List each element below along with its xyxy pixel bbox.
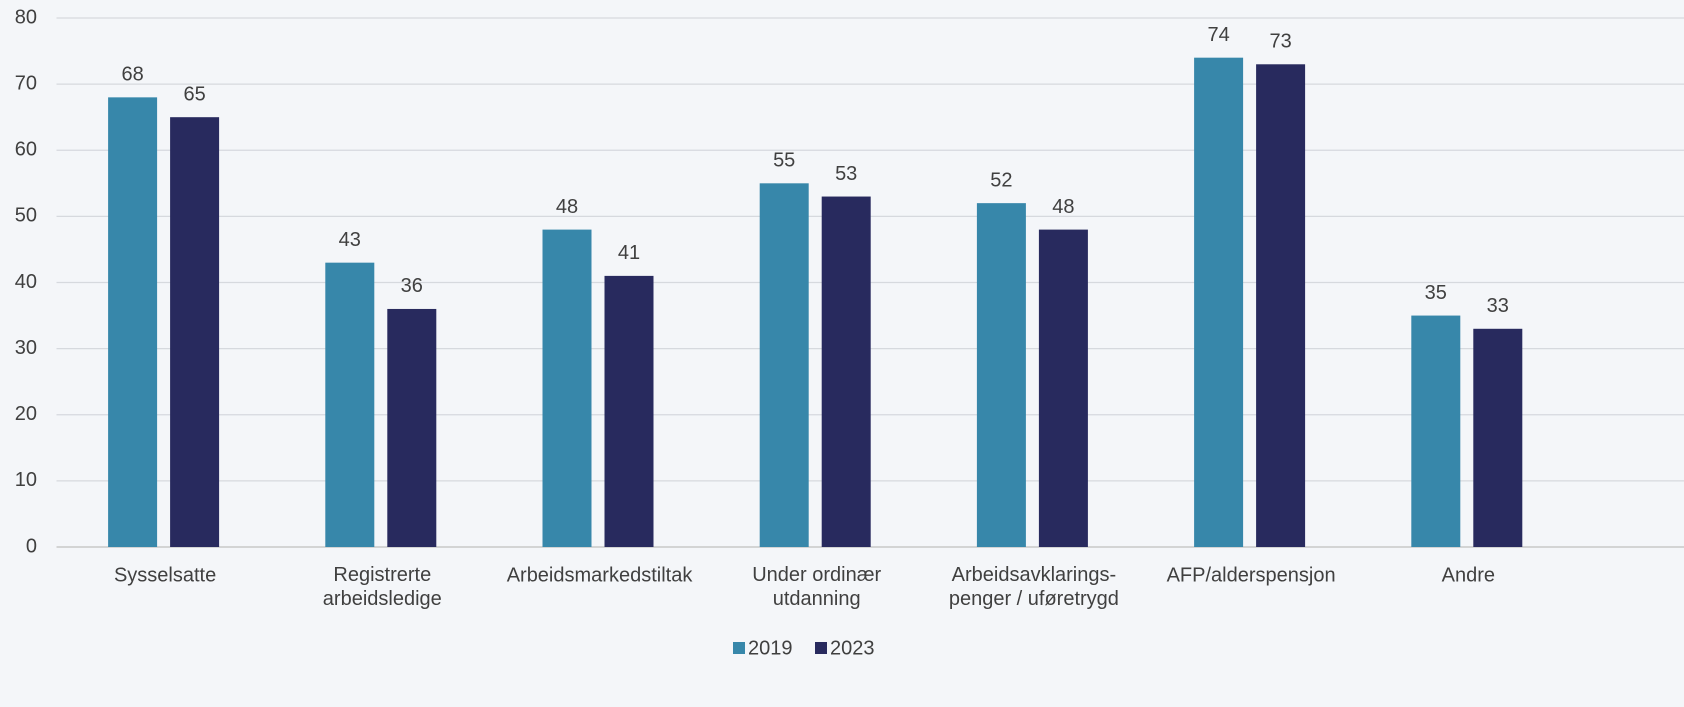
bar (1038, 229, 1088, 547)
y-tick-label: 0 (26, 535, 37, 557)
bar (604, 275, 654, 547)
legend-label: 2023 (830, 637, 875, 659)
value-label: 74 (1207, 24, 1229, 46)
x-tick-label: Andre (1442, 564, 1495, 586)
x-tick-label: Sysselsatte (114, 564, 216, 586)
bar (1473, 328, 1523, 547)
value-label: 48 (1052, 196, 1074, 218)
x-tick-label: Arbeidsavklarings-penger / uføretrygd (949, 564, 1119, 610)
value-label: 41 (618, 242, 640, 264)
value-label: 52 (990, 169, 1012, 191)
bar (1256, 64, 1306, 547)
value-label: 36 (401, 275, 423, 297)
bar (1411, 315, 1461, 547)
x-tick-label: Under ordinær utdanning (752, 564, 881, 610)
bar (170, 117, 220, 547)
value-label: 68 (121, 64, 143, 86)
value-label: 43 (339, 229, 361, 251)
bar (387, 308, 437, 547)
value-label: 55 (773, 150, 795, 172)
legend-swatch (815, 642, 827, 654)
y-tick-label: 10 (15, 469, 37, 491)
x-tick-label: Registrerte arbeidsledige (323, 564, 442, 610)
value-label: 53 (835, 163, 857, 185)
y-tick-label: 80 (15, 6, 37, 28)
bar (821, 196, 871, 547)
y-tick-label: 40 (15, 271, 37, 293)
value-label: 33 (1487, 295, 1509, 317)
bar (325, 262, 375, 547)
y-tick-label: 50 (15, 205, 37, 227)
x-tick-label: Arbeidsmarkedstiltak (507, 564, 694, 586)
bar (108, 97, 158, 547)
legend-label: 2019 (748, 637, 793, 659)
bar (542, 229, 592, 547)
value-label: 73 (1269, 31, 1291, 53)
y-tick-label: 20 (15, 403, 37, 425)
bar (976, 203, 1026, 547)
y-tick-label: 70 (15, 72, 37, 94)
legend-swatch (733, 642, 745, 654)
bar (1194, 57, 1244, 548)
value-label: 35 (1425, 282, 1447, 304)
value-label: 48 (556, 196, 578, 218)
y-tick-label: 30 (15, 337, 37, 359)
value-label: 65 (183, 83, 205, 105)
y-tick-label: 60 (15, 139, 37, 161)
bar (759, 183, 809, 547)
x-tick-label: AFP/alderspensjon (1167, 564, 1336, 586)
